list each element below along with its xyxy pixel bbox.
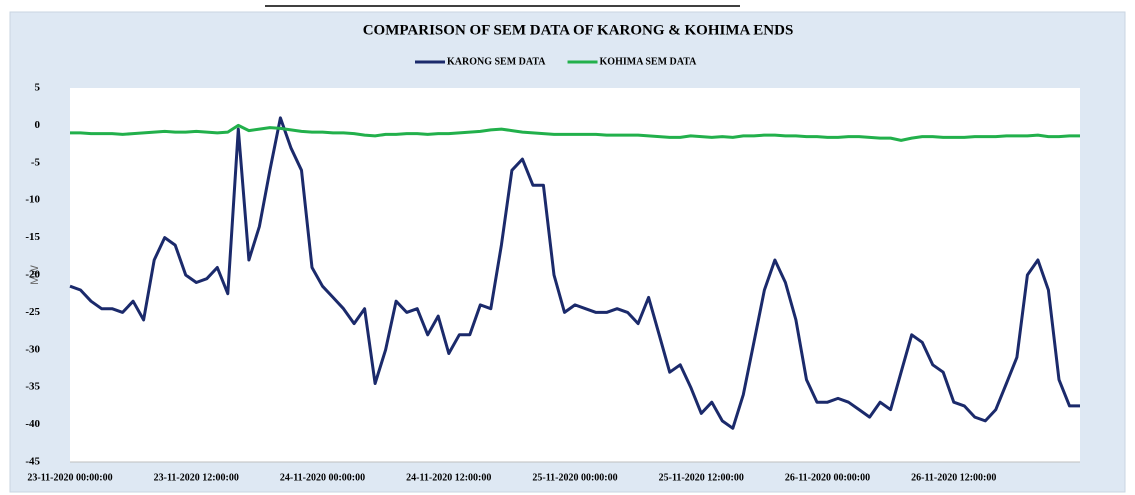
y-tick-label: -40 bbox=[25, 418, 40, 430]
y-tick-label: -30 bbox=[25, 343, 40, 355]
legend-label: KOHIMA SEM DATA bbox=[600, 56, 698, 67]
data-line bbox=[70, 123, 1080, 142]
legend-label: KARONG SEM DATA bbox=[447, 56, 546, 67]
x-tick-label: 25-11-2020 00:00:00 bbox=[532, 472, 617, 483]
y-tick-label: -20 bbox=[25, 269, 40, 281]
y-axis-label: MW bbox=[29, 265, 41, 285]
y-tick-label: -45 bbox=[25, 456, 40, 468]
x-tick-label: 26-11-2020 12:00:00 bbox=[911, 472, 996, 483]
x-tick-label: 25-11-2020 12:00:00 bbox=[659, 472, 744, 483]
x-tick-label: 26-11-2020 00:00:00 bbox=[785, 472, 870, 483]
x-tick-label: 24-11-2020 00:00:00 bbox=[280, 472, 365, 483]
y-tick-label: 5 bbox=[35, 82, 41, 94]
y-tick-label: 0 bbox=[35, 119, 41, 131]
chart-title: COMPARISON OF SEM DATA OF KARONG & KOHIM… bbox=[363, 22, 794, 38]
y-tick-label: -10 bbox=[25, 194, 40, 206]
x-tick-label: 23-11-2020 12:00:00 bbox=[154, 472, 239, 483]
y-tick-label: -25 bbox=[25, 306, 40, 318]
y-tick-label: -15 bbox=[25, 231, 40, 243]
x-tick-label: 23-11-2020 00:00:00 bbox=[27, 472, 112, 483]
data-line bbox=[69, 116, 1080, 430]
y-tick-label: -35 bbox=[25, 381, 40, 393]
x-tick-label: 24-11-2020 12:00:00 bbox=[406, 472, 491, 483]
y-tick-label: -5 bbox=[31, 156, 41, 168]
